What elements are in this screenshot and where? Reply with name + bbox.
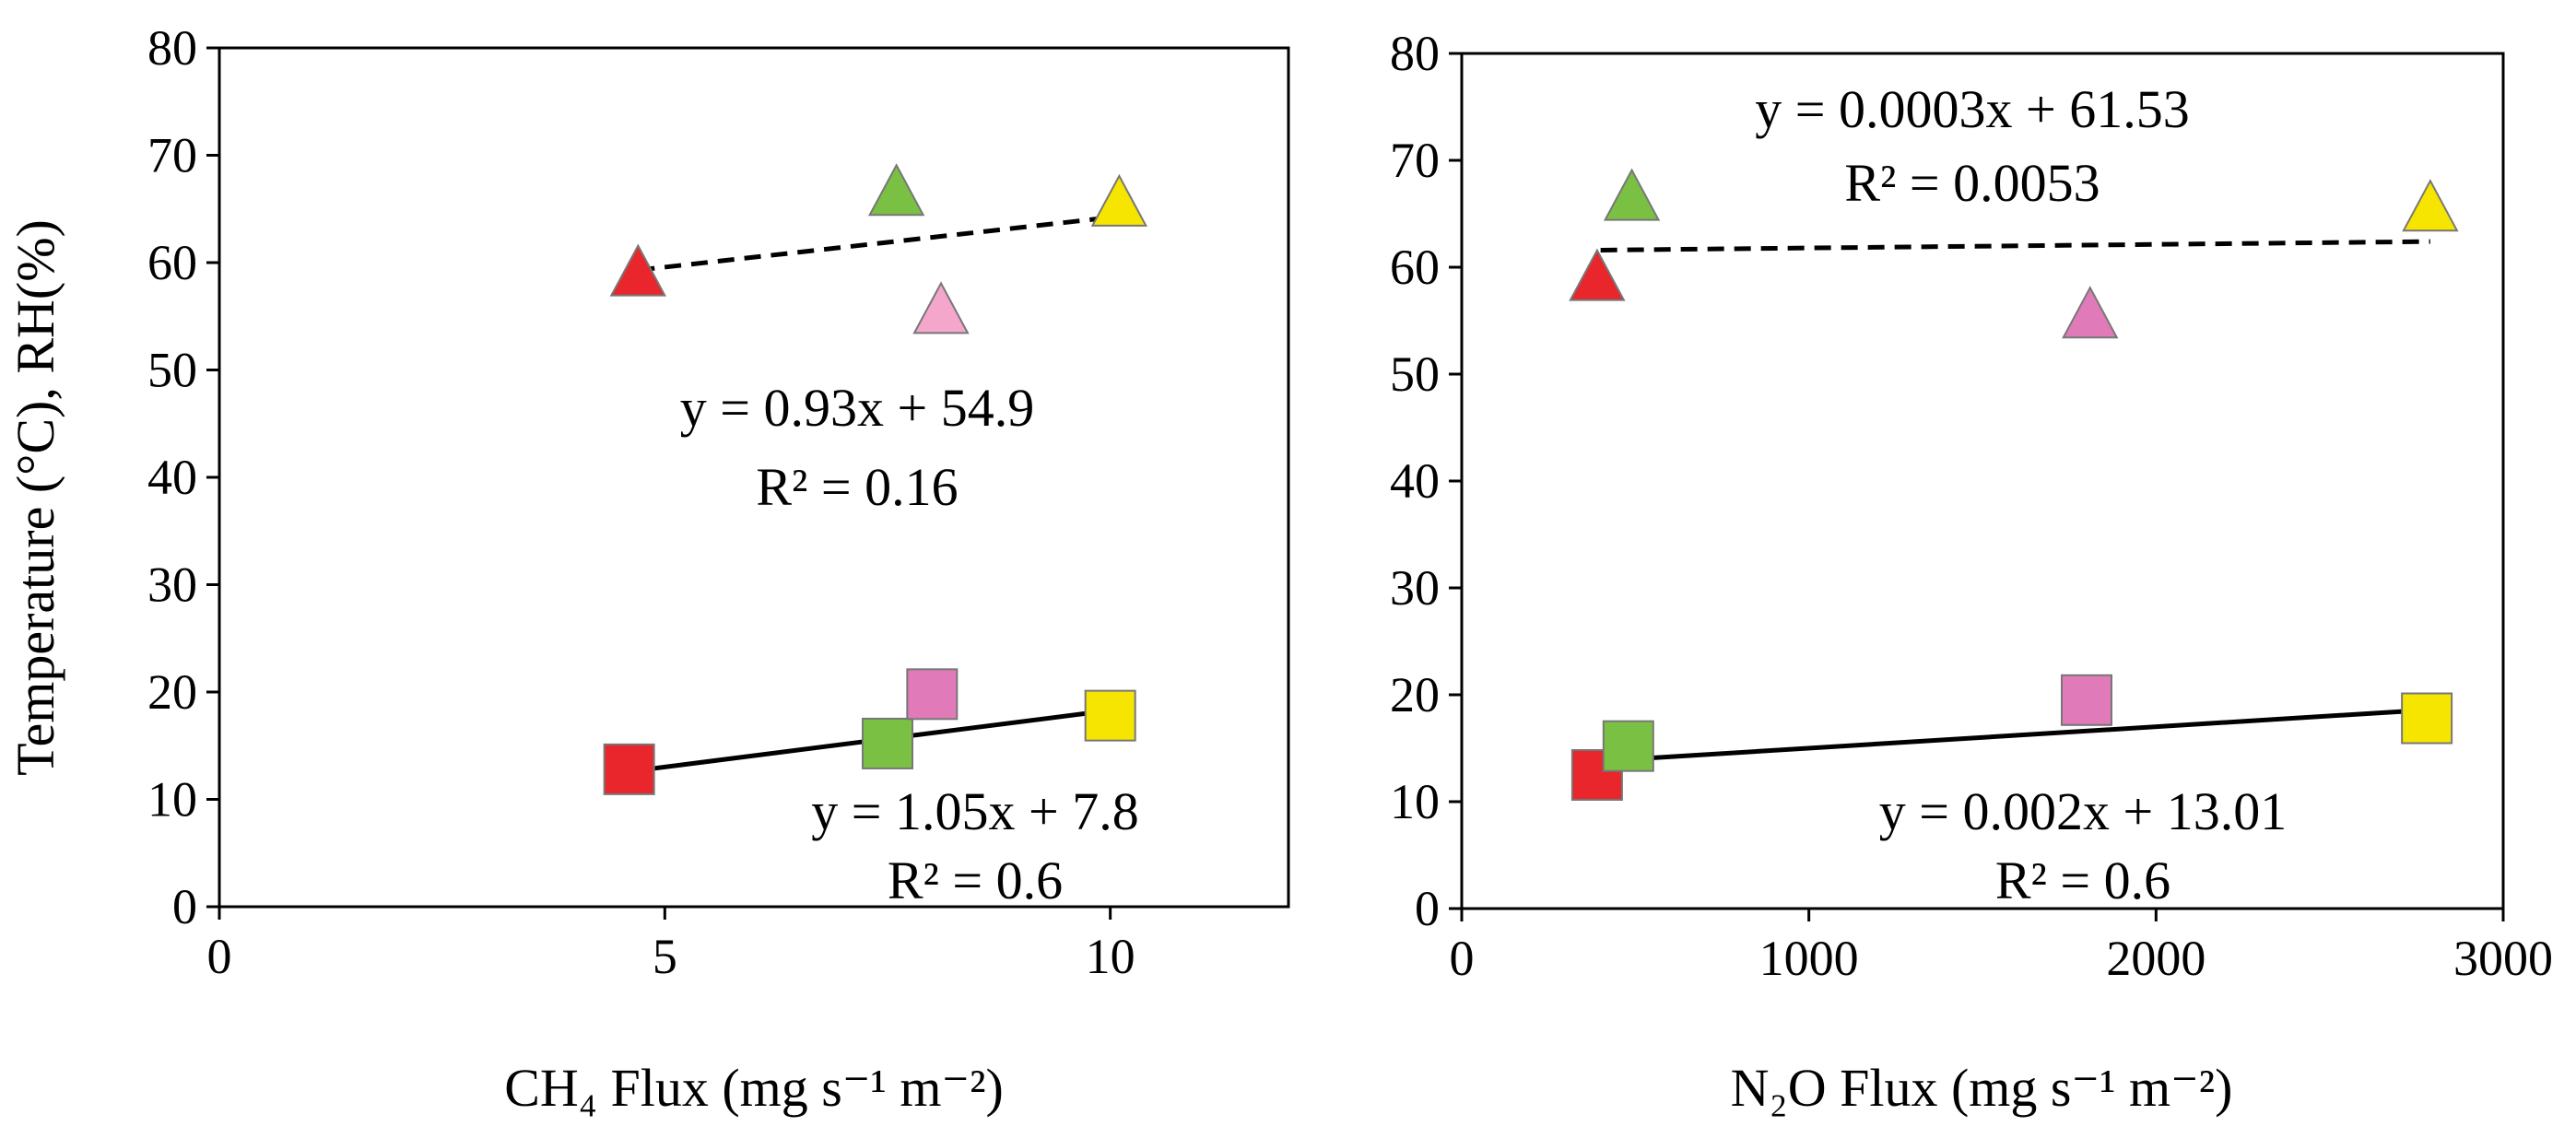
rh-equation-label: y = 0.0003x + 61.53: [1755, 79, 2189, 139]
y-tick-label: 50: [1390, 346, 1440, 402]
y-tick-label: 80: [1390, 26, 1440, 81]
temperature-point: [603, 743, 655, 795]
x-tick-label: 0: [207, 929, 232, 984]
rh-point: [609, 243, 667, 297]
y-tick-label: 20: [1390, 667, 1440, 722]
data-markers: [1569, 168, 2459, 801]
ch4-flux-panel: 0 5 10 0 10 20 30 40 50 60 70 80 y = 0.93x + 54.9 R…: [147, 20, 1290, 1118]
y-tick-label: 40: [1390, 453, 1440, 509]
temperature-equation-label: y = 1.05x + 7.8: [811, 781, 1138, 841]
y-tick-label: 60: [1390, 240, 1440, 295]
rh-trendline: [1600, 239, 2430, 252]
temperature-point: [2061, 674, 2112, 726]
y-tick-label: 70: [1390, 133, 1440, 188]
temperature-r2-label: R² = 0.6: [888, 851, 1063, 910]
x-tick-label: 0: [1450, 931, 1475, 986]
x-tick-label: 5: [653, 929, 677, 984]
y-tick-label: 50: [147, 343, 197, 398]
rh-point: [912, 281, 970, 334]
y-tick-label: 80: [147, 20, 197, 76]
y-tick-label: 10: [147, 772, 197, 827]
rh-point: [1090, 173, 1148, 227]
y-axis-title: Temperature (°C), RH(%): [6, 219, 65, 776]
x-axis-title: CH₄ Flux (mg s⁻¹ m⁻²): [504, 1058, 1004, 1118]
n2o-flux-panel: 0 1000 2000 3000 0 10 20 30 40 50 60 70 80 y = 0.000…: [1390, 26, 2553, 1118]
temperature-point: [906, 668, 959, 721]
rh-r2-label: R² = 0.16: [756, 457, 958, 517]
rh-point: [1603, 168, 1661, 221]
trendlines: [1600, 239, 2431, 764]
y-tick-label: 60: [147, 235, 197, 290]
temperature-point: [1084, 689, 1136, 742]
y-tick-label: 10: [1390, 774, 1440, 829]
x-tick-label: 1000: [1759, 931, 1859, 986]
rh-point: [1569, 248, 1626, 301]
y-tick-label: 30: [147, 557, 197, 613]
y-tick-label: 20: [147, 664, 197, 720]
x-tick-label: 10: [1086, 929, 1135, 984]
y-tick-label: 0: [1415, 881, 1440, 936]
temperature-point: [862, 717, 913, 769]
rh-point: [2402, 179, 2459, 232]
rh-point: [867, 163, 925, 217]
y-tick-label: 40: [147, 450, 197, 505]
y-tick-label: 70: [147, 128, 197, 183]
x-tick-label: 2000: [2106, 931, 2205, 986]
axis-ticks: 0 5 10 0 10 20 30 40 50 60 70 80: [147, 20, 1135, 984]
temperature-point: [2401, 692, 2453, 745]
rh-trendline: [638, 214, 1120, 273]
data-markers: [603, 163, 1148, 795]
temperature-trendline: [1600, 707, 2431, 764]
axis-ticks: 0 1000 2000 3000 0 10 20 30 40 50 60 70 80: [1390, 26, 2553, 986]
y-tick-label: 0: [172, 879, 197, 934]
x-tick-label: 3000: [2453, 931, 2553, 986]
temperature-point: [1602, 720, 1654, 772]
rh-r2-label: R² = 0.0053: [1844, 153, 2100, 213]
x-axis-title: N₂O Flux (mg s⁻¹ m⁻²): [1731, 1058, 2233, 1118]
rh-equation-label: y = 0.93x + 54.9: [680, 378, 1034, 438]
plot-frame: [218, 46, 1290, 909]
temperature-r2-label: R² = 0.6: [1995, 851, 2170, 910]
y-tick-label: 30: [1390, 560, 1440, 616]
rh-point: [2062, 286, 2119, 339]
temperature-equation-label: y = 0.002x + 13.01: [1879, 781, 2287, 841]
